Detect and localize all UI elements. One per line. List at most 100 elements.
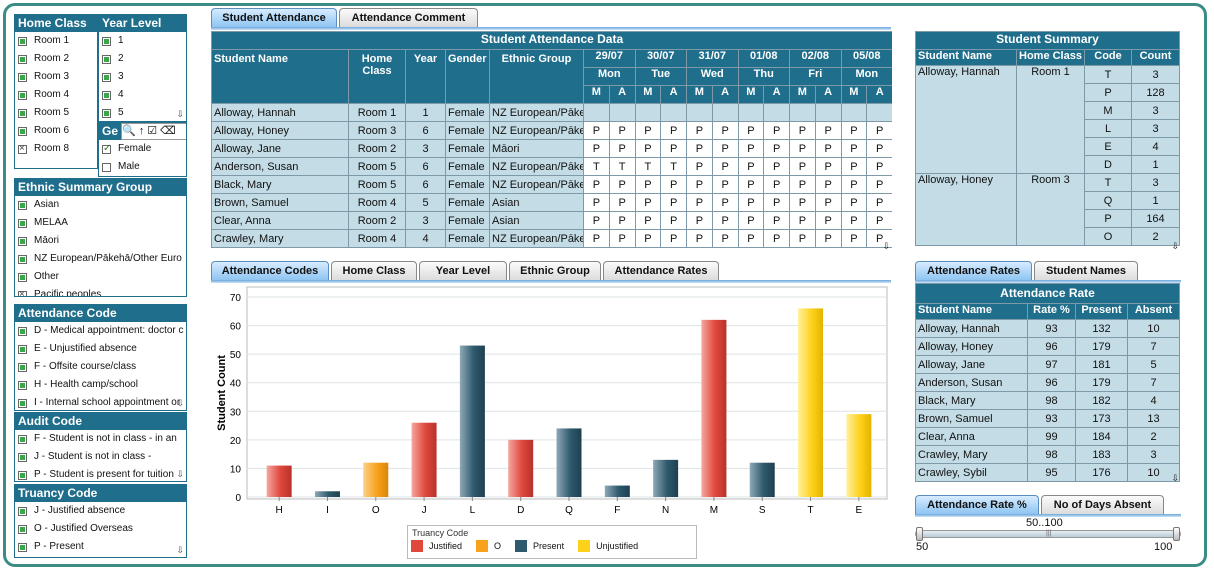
tab-attendance-rates[interactable]: Attendance Rates: [915, 261, 1032, 280]
checkbox-icon[interactable]: [18, 362, 27, 372]
attendance-mark[interactable]: P: [711, 175, 739, 194]
table-row[interactable]: Clear, Anna Room 2 3 Female Asian P P P P P P P P P P P…: [211, 211, 892, 230]
attendance-mark[interactable]: P: [711, 193, 739, 212]
scroll-down-icon[interactable]: ⇩: [176, 469, 184, 479]
attendance-mark[interactable]: P: [789, 121, 816, 140]
year-level-item[interactable]: 1: [99, 32, 186, 50]
attendance-mark[interactable]: P: [763, 175, 790, 194]
attendance-mark[interactable]: P: [814, 139, 842, 158]
attendance-mark[interactable]: P: [789, 157, 816, 176]
date-header[interactable]: 29/07: [583, 49, 636, 68]
attendance-mark[interactable]: [711, 103, 739, 122]
truancy-code-item[interactable]: U - Unjustified: [15, 556, 186, 557]
bar-Q[interactable]: [556, 428, 582, 497]
attendance-mark[interactable]: P: [789, 139, 816, 158]
attendance-mark[interactable]: [866, 103, 892, 122]
table-row[interactable]: Brown, Samuel Room 4 5 Female Asian P P P P P P P P P…: [211, 193, 892, 212]
rate-column-header[interactable]: Present: [1075, 303, 1128, 320]
date-header[interactable]: 05/08: [840, 49, 892, 68]
attendance-mark[interactable]: P: [814, 175, 842, 194]
checkbox-icon[interactable]: [18, 542, 27, 552]
audit-code-item[interactable]: P - Student is present for tuition: [15, 466, 186, 481]
checkbox-icon[interactable]: [18, 289, 27, 296]
summary-column-header[interactable]: Student Name: [915, 49, 1017, 66]
bar-J[interactable]: [411, 422, 437, 497]
column-header-gender[interactable]: Gender: [445, 49, 490, 104]
rate-row[interactable]: Brown, Samuel 93 173 13: [915, 409, 1180, 428]
rate-row[interactable]: Crawley, Mary 98 183 3: [915, 445, 1180, 464]
attendance-mark[interactable]: P: [660, 193, 687, 212]
rate-column-header[interactable]: Absent: [1127, 303, 1180, 320]
attendance-mark[interactable]: [814, 103, 842, 122]
truancy-code-item[interactable]: P - Present: [15, 538, 186, 556]
checkbox-icon[interactable]: [18, 434, 27, 444]
column-header-name[interactable]: Student Name: [211, 49, 349, 104]
table-row[interactable]: Crawley, Mary Room 4 4 Female NZ European/Pā…: [211, 229, 892, 248]
rate-row[interactable]: Alloway, Honey 96 179 7: [915, 337, 1180, 356]
attendance-mark[interactable]: P: [866, 139, 892, 158]
truancy-code-item[interactable]: J - Justified absence: [15, 502, 186, 520]
attendance-mark[interactable]: [608, 103, 636, 122]
attendance-mark[interactable]: P: [814, 157, 842, 176]
bar-M[interactable]: [701, 319, 727, 497]
attendance-mark[interactable]: [737, 103, 765, 122]
rate-row[interactable]: Clear, Anna 99 184 2: [915, 427, 1180, 446]
date-header[interactable]: 31/07: [686, 49, 739, 68]
checkbox-icon[interactable]: [102, 108, 111, 118]
checkbox-icon[interactable]: [18, 326, 27, 336]
checkbox-icon[interactable]: [18, 218, 27, 228]
bar-H[interactable]: [266, 465, 292, 497]
attendance-mark[interactable]: P: [737, 211, 765, 230]
attendance-mark[interactable]: P: [711, 229, 739, 248]
ethnic-item[interactable]: MELAA: [15, 214, 186, 232]
checkbox-icon[interactable]: [18, 72, 27, 82]
attendance-mark[interactable]: P: [711, 121, 739, 140]
checkbox-icon[interactable]: [102, 54, 111, 64]
attendance-mark[interactable]: P: [583, 175, 610, 194]
range-min-handle[interactable]: [916, 527, 923, 541]
attendance-mark[interactable]: P: [840, 175, 868, 194]
attendance-mark[interactable]: P: [789, 229, 816, 248]
checkbox-icon[interactable]: [18, 380, 27, 390]
attendance-mark[interactable]: P: [583, 121, 610, 140]
attendance-mark[interactable]: T: [583, 157, 610, 176]
attendance-mark[interactable]: P: [737, 175, 765, 194]
tab-chart-2[interactable]: Year Level: [419, 261, 507, 280]
checkbox-icon[interactable]: [18, 126, 27, 136]
attendance-mark[interactable]: P: [583, 139, 610, 158]
ethnic-item[interactable]: NZ European/Pākehā/Other Euro: [15, 250, 186, 268]
attendance-mark[interactable]: P: [660, 139, 687, 158]
attendance-mark[interactable]: P: [686, 139, 713, 158]
attendance-mark[interactable]: P: [634, 139, 662, 158]
attendance-mark[interactable]: P: [634, 121, 662, 140]
tab-student-names[interactable]: Student Names: [1034, 261, 1138, 280]
attendance-code-item[interactable]: E - Unjustified absence: [15, 340, 186, 358]
attendance-mark[interactable]: P: [763, 229, 790, 248]
tab-days-absent[interactable]: No of Days Absent: [1041, 495, 1164, 514]
attendance-mark[interactable]: P: [840, 121, 868, 140]
checkbox-icon[interactable]: [18, 54, 27, 64]
home-class-item[interactable]: Room 4: [15, 86, 97, 104]
select-all-icon[interactable]: ☑: [147, 125, 161, 137]
attendance-mark[interactable]: P: [634, 193, 662, 212]
checkbox-icon[interactable]: [102, 90, 111, 100]
bar-L[interactable]: [459, 345, 485, 497]
attendance-mark[interactable]: P: [789, 175, 816, 194]
date-header[interactable]: 30/07: [634, 49, 687, 68]
year-level-item[interactable]: 3: [99, 68, 186, 86]
tab-attendance-comment[interactable]: Attendance Comment: [339, 8, 478, 27]
attendance-mark[interactable]: [634, 103, 662, 122]
scroll-down-icon[interactable]: ⇩: [176, 398, 184, 408]
attendance-mark[interactable]: P: [608, 121, 636, 140]
date-header[interactable]: 01/08: [737, 49, 790, 68]
attendance-code-item[interactable]: H - Health camp/school: [15, 376, 186, 394]
rate-column-header[interactable]: Student Name: [915, 303, 1028, 320]
bar-O[interactable]: [363, 462, 389, 497]
home-class-item[interactable]: Room 3: [15, 68, 97, 86]
checkbox-icon[interactable]: [18, 236, 27, 246]
rate-row[interactable]: Crawley, Sybil 95 176 10: [915, 463, 1180, 482]
column-header-year[interactable]: Year: [405, 49, 446, 104]
audit-code-item[interactable]: F - Student is not in class - in an: [15, 430, 186, 448]
checkbox-icon[interactable]: [18, 254, 27, 264]
